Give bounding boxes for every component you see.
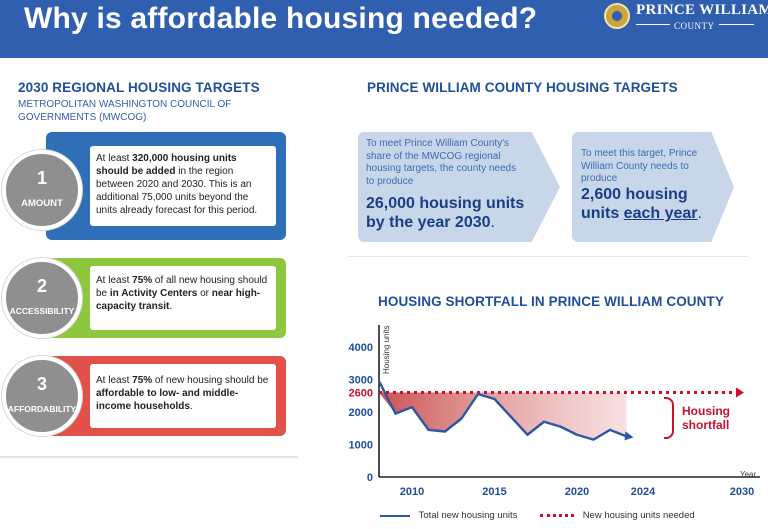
series-actual-point bbox=[493, 398, 496, 400]
series-actual-point bbox=[543, 420, 545, 423]
shortfall-heading: HOUSING SHORTFALL IN PRINCE WILLIAM COUN… bbox=[378, 294, 724, 309]
series-actual-point bbox=[460, 417, 463, 420]
y-tick-label-target: 2600 bbox=[349, 388, 373, 400]
x-tick-label: 2024 bbox=[631, 486, 656, 498]
affordability-number: 3 bbox=[36, 374, 47, 394]
shortfall-annotation-line2: shortfall bbox=[682, 418, 730, 432]
regional-subheading: METROPOLITAN WASHINGTON COUNCIL OF GOVER… bbox=[18, 99, 232, 123]
y-tick-label: 3000 bbox=[349, 375, 373, 387]
amount-number: 1 bbox=[36, 168, 47, 188]
y-tick-label: 2000 bbox=[349, 407, 373, 419]
series-actual-point bbox=[394, 412, 397, 415]
series-actual-point bbox=[559, 425, 562, 428]
logo-subname: COUNTY bbox=[670, 21, 719, 31]
chart-legend: Total new housing units New housing unit… bbox=[380, 510, 695, 521]
county-target-total: To meet Prince William County's share of… bbox=[358, 132, 560, 242]
y-axis-label: Housing units bbox=[382, 326, 391, 374]
needed-arrow-icon bbox=[736, 387, 744, 398]
accessibility-number: 2 bbox=[36, 276, 47, 296]
target-card-affordability: At least 75% of new housing should be af… bbox=[46, 356, 286, 436]
y-tick-label: 4000 bbox=[349, 342, 373, 354]
series-actual-point bbox=[510, 416, 512, 418]
shortfall-annotation: Housing shortfall bbox=[682, 404, 730, 432]
target-card-affordability-text: At least 75% of new housing should be af… bbox=[90, 364, 276, 428]
header-banner: Why is affordable housing needed? PRINCE… bbox=[0, 0, 768, 58]
county-heading: PRINCE WILLIAM COUNTY HOUSING TARGETS bbox=[367, 80, 678, 95]
x-tick-label: 2030 bbox=[730, 486, 754, 498]
series-actual-point bbox=[576, 433, 578, 436]
series-actual-point bbox=[378, 380, 380, 382]
target-card-accessibility-text: At least 75% of all new housing should b… bbox=[90, 266, 276, 330]
county-seal-icon bbox=[604, 3, 630, 29]
legend-needed-swatch bbox=[540, 514, 575, 517]
series-actual-point bbox=[592, 438, 595, 441]
county-target-annual-intro: To meet this target, Prince William Coun… bbox=[581, 148, 698, 184]
series-actual-line bbox=[377, 380, 627, 441]
county-target-total-intro: To meet Prince William County's share of… bbox=[366, 138, 517, 187]
series-actual-point bbox=[411, 406, 413, 408]
series-actual-point bbox=[609, 429, 611, 431]
series-actual-point bbox=[427, 429, 430, 431]
series-actual-point bbox=[526, 433, 529, 436]
regional-heading: 2030 REGIONAL HOUSING TARGETS bbox=[18, 80, 260, 95]
legend-actual-label: Total new housing units bbox=[418, 510, 518, 521]
series-actual-point bbox=[625, 435, 628, 438]
logo-name: PRINCE WILLIAM bbox=[636, 2, 768, 18]
target-card-accessibility: At least 75% of all new housing should b… bbox=[46, 258, 286, 338]
left-divider bbox=[0, 456, 298, 458]
right-divider bbox=[348, 256, 748, 257]
county-logo: PRINCE WILLIAM COUNTY bbox=[604, 2, 768, 34]
affordability-badge: 3 AFFORDABILITY bbox=[2, 356, 82, 436]
amount-label: AMOUNT bbox=[21, 198, 63, 209]
x-tick-label: 2020 bbox=[565, 486, 589, 498]
y-tick-label: 0 bbox=[367, 472, 373, 484]
county-target-annual: To meet this target, Prince William Coun… bbox=[572, 132, 734, 242]
x-axis-label: Year bbox=[740, 470, 757, 479]
page-title: Why is affordable housing needed? bbox=[24, 2, 538, 35]
series-actual-point bbox=[477, 393, 479, 395]
target-card-amount: At least 320,000 housing units should be… bbox=[46, 132, 286, 240]
shortfall-bracket bbox=[664, 397, 674, 439]
amount-badge: 1 AMOUNT bbox=[2, 150, 82, 230]
y-tick-label: 1000 bbox=[349, 440, 373, 452]
accessibility-badge: 2 ACCESSIBILITY bbox=[2, 258, 82, 338]
legend-needed-label: New housing units needed bbox=[582, 510, 695, 521]
affordability-label: AFFORDABILITY bbox=[7, 404, 77, 414]
shortfall-annotation-line1: Housing bbox=[682, 404, 730, 418]
series-actual-point bbox=[444, 430, 446, 433]
target-card-amount-text: At least 320,000 housing units should be… bbox=[90, 146, 276, 226]
shortfall-area bbox=[379, 392, 627, 440]
accessibility-label: ACCESSIBILITY bbox=[9, 306, 75, 316]
x-tick-label: 2010 bbox=[400, 486, 424, 498]
x-tick-label: 2015 bbox=[482, 486, 506, 498]
county-target-total-value: 26,000 housing units by the year 2030. bbox=[366, 195, 525, 231]
actual-arrow-icon bbox=[624, 431, 634, 441]
legend-actual-swatch bbox=[380, 514, 410, 517]
county-target-annual-value: 2,600 housing units each year. bbox=[581, 186, 702, 222]
